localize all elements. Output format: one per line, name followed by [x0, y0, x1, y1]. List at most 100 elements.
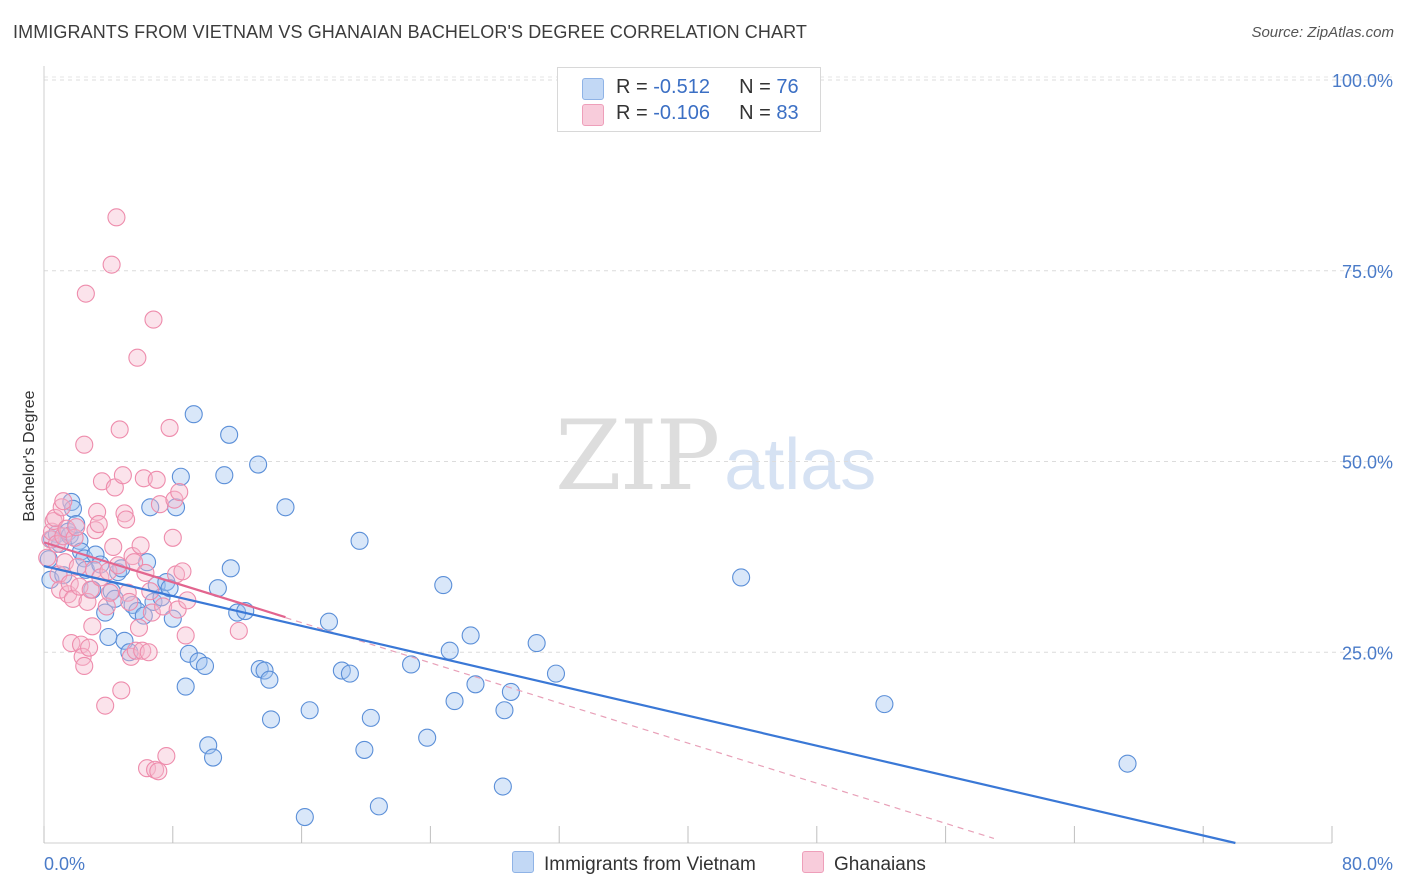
- data-point: [171, 467, 190, 486]
- data-point: [104, 537, 123, 557]
- data-point: [73, 647, 92, 666]
- data-point: [163, 609, 182, 628]
- data-point: [195, 656, 215, 676]
- data-point: [129, 618, 149, 637]
- data-point: [139, 643, 158, 662]
- legend-n-label: N =: [739, 76, 777, 98]
- data-point: [121, 647, 140, 666]
- data-point: [120, 592, 139, 611]
- data-point: [170, 482, 189, 502]
- data-point: [350, 531, 369, 550]
- data-point: [99, 627, 118, 647]
- data-point: [229, 621, 248, 640]
- data-point: [440, 641, 459, 660]
- data-point: [102, 255, 121, 274]
- data-point: [295, 808, 314, 827]
- data-point: [204, 748, 223, 767]
- data-point: [875, 695, 894, 714]
- data-point: [52, 498, 71, 517]
- data-point: [340, 664, 359, 683]
- y-tick-label: 100.0%: [1332, 71, 1393, 91]
- data-point: [418, 728, 437, 747]
- y-tick-label: 25.0%: [1342, 643, 1393, 663]
- data-point: [276, 498, 295, 517]
- data-point: [100, 583, 120, 602]
- legend-r-label: R =: [616, 76, 654, 98]
- data-point: [215, 466, 234, 485]
- data-point: [154, 597, 173, 616]
- legend-r-value: -0.106: [653, 102, 710, 124]
- data-point: [260, 670, 279, 689]
- trend-lines: [43, 541, 1236, 845]
- x-tick-label: 80.0%: [1342, 854, 1393, 874]
- data-point: [168, 600, 187, 619]
- data-point: [184, 405, 203, 424]
- data-point: [128, 348, 147, 367]
- data-point: [146, 760, 165, 779]
- watermark-atlas: atlas: [724, 425, 877, 505]
- data-point: [141, 498, 160, 517]
- data-point: [60, 574, 79, 593]
- data-point: [319, 612, 339, 631]
- data-point: [261, 710, 281, 729]
- data-point: [115, 504, 134, 523]
- data-point: [97, 597, 116, 616]
- series-vietnam: [39, 405, 1137, 827]
- data-point: [445, 692, 464, 711]
- data-point: [147, 470, 166, 489]
- data-point: [67, 518, 86, 537]
- watermark: ZIPatlas: [555, 400, 876, 512]
- chart-title: IMMIGRANTS FROM VIETNAM VS GHANAIAN BACH…: [13, 22, 807, 42]
- x-tick-label: 0.0%: [44, 854, 85, 874]
- data-point: [176, 677, 195, 696]
- data-point: [117, 510, 136, 529]
- trend-line-vietnam: [43, 564, 1236, 845]
- source-credit[interactable]: Source: ZipAtlas.com: [1251, 24, 1394, 41]
- data-points: [38, 208, 1137, 827]
- data-point: [732, 568, 751, 587]
- data-point: [461, 626, 480, 645]
- data-point: [495, 701, 514, 720]
- watermark-zip: ZIP: [555, 400, 720, 512]
- legend-n-label: N =: [739, 102, 777, 124]
- data-point: [110, 420, 129, 439]
- trend-line-ghanaians: [43, 541, 286, 619]
- data-point: [402, 655, 421, 674]
- data-point: [176, 626, 195, 645]
- legend-n-value: 76: [776, 76, 799, 98]
- legend-label-vietnam: Immigrants from Vietnam: [544, 854, 756, 875]
- data-point: [300, 701, 319, 720]
- legend-r-label: R =: [616, 102, 654, 124]
- data-point: [149, 762, 168, 781]
- y-tick-label: 75.0%: [1342, 262, 1393, 282]
- axes: [43, 66, 1333, 844]
- data-point: [118, 583, 137, 602]
- data-point: [179, 644, 198, 663]
- data-point: [157, 746, 176, 766]
- tick-labels: 100.0% 75.0% 50.0% 25.0% 0.0% 80.0%: [44, 71, 1393, 874]
- data-point: [112, 681, 131, 700]
- legend-label-ghanaians: Ghanaians: [834, 854, 926, 875]
- data-point: [173, 562, 192, 581]
- data-point: [355, 740, 374, 759]
- data-point: [89, 515, 108, 534]
- data-point: [255, 661, 274, 680]
- data-point: [96, 696, 115, 715]
- data-point: [131, 536, 150, 555]
- data-point: [189, 652, 208, 671]
- data-point: [150, 495, 169, 514]
- data-point: [81, 580, 100, 599]
- data-point: [361, 708, 380, 727]
- legend-item-ghanaians[interactable]: Ghanaians: [802, 851, 926, 876]
- data-point: [54, 492, 73, 511]
- data-point: [221, 559, 240, 578]
- data-point: [1118, 754, 1137, 773]
- y-tick-label: 50.0%: [1342, 453, 1393, 473]
- data-point: [144, 310, 163, 329]
- data-point: [107, 208, 126, 227]
- legend-item-vietnam[interactable]: Immigrants from Vietnam: [512, 851, 756, 876]
- data-point: [70, 577, 89, 596]
- data-point: [76, 284, 95, 303]
- data-point: [46, 508, 65, 528]
